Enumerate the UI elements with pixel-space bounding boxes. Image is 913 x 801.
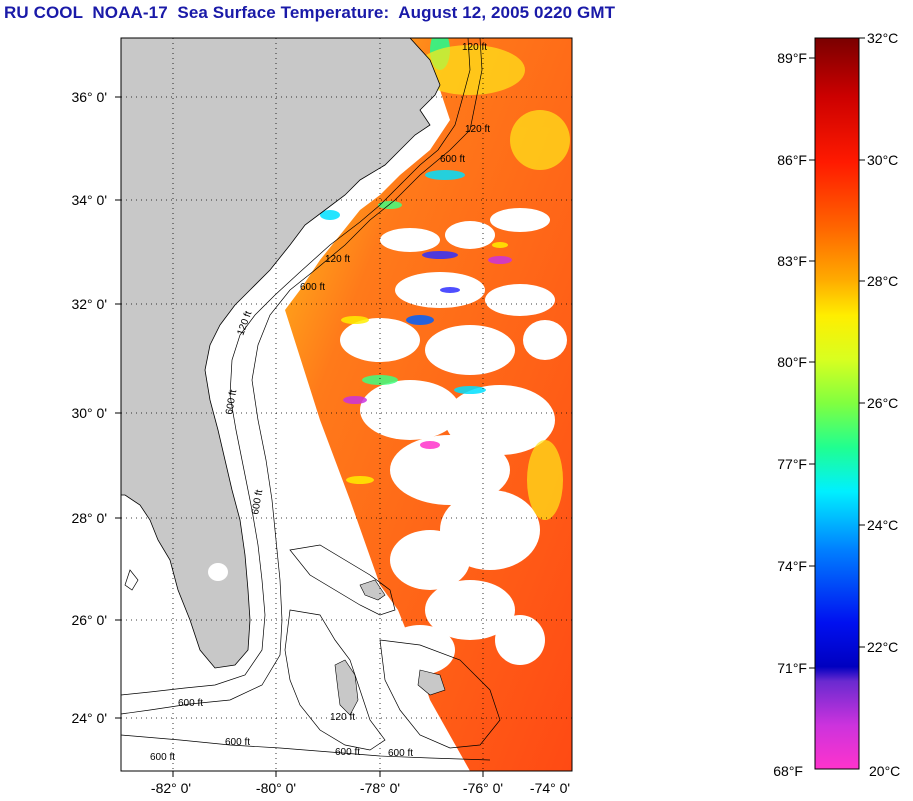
lat-label: 34° 0' bbox=[71, 192, 107, 208]
isobath-label: 600 ft bbox=[335, 747, 360, 758]
isobath-label: 600 ft bbox=[225, 737, 250, 748]
latitude-labels: 36° 0' 34° 0' 32° 0' 30° 0' 28° 0' 26° 0… bbox=[71, 89, 107, 726]
cb-f-label: 68°F bbox=[773, 763, 803, 779]
isobath-contours bbox=[121, 38, 501, 761]
lat-label: 28° 0' bbox=[71, 510, 107, 526]
lat-label: 30° 0' bbox=[71, 405, 107, 421]
isobath-label: 600 ft bbox=[150, 752, 175, 763]
bahamas-islands bbox=[334, 579, 446, 716]
cb-f-label: 86°F bbox=[777, 152, 807, 168]
isobath-label: 600 ft bbox=[250, 489, 265, 516]
lat-label: 26° 0' bbox=[71, 612, 107, 628]
cb-c-label: 28°C bbox=[867, 273, 898, 289]
isobath-label: 120 ft bbox=[465, 124, 490, 135]
cloud-patches bbox=[340, 208, 567, 675]
isobath-label: 600 ft bbox=[440, 154, 465, 165]
lake-okeechobee bbox=[208, 563, 228, 581]
lon-label: -76° 0' bbox=[463, 780, 503, 796]
map-plot-area: 120 ft 600 ft 120 ft 600 ft 120 ft 600 f… bbox=[121, 38, 572, 771]
cb-f-label: 89°F bbox=[777, 50, 807, 66]
graticule bbox=[121, 38, 572, 771]
map-title: RU COOL NOAA-17 Sea Surface Temperature:… bbox=[4, 3, 616, 22]
cb-f-label: 83°F bbox=[777, 253, 807, 269]
cb-c-label: 32°C bbox=[867, 30, 898, 46]
isobath-label: 600 ft bbox=[388, 748, 413, 759]
isobath-label: 120 ft bbox=[462, 42, 487, 53]
lon-label: -78° 0' bbox=[360, 780, 400, 796]
isobath-label: 120 ft bbox=[330, 712, 355, 723]
cb-c-label: 26°C bbox=[867, 395, 898, 411]
colorbar-celsius-labels: 32°C 30°C 28°C 26°C 24°C 22°C 20°C bbox=[867, 30, 900, 779]
isobath-label: 600 ft bbox=[300, 282, 325, 293]
lat-label: 32° 0' bbox=[71, 296, 107, 312]
lat-label: 24° 0' bbox=[71, 710, 107, 726]
cb-c-label: 24°C bbox=[867, 517, 898, 533]
cb-f-label: 74°F bbox=[777, 558, 807, 574]
isobath-label: 120 ft bbox=[325, 254, 350, 265]
colorbar-ticks bbox=[809, 37, 865, 669]
lon-label: -80° 0' bbox=[256, 780, 296, 796]
cb-c-label: 22°C bbox=[867, 639, 898, 655]
isobath-label: 600 ft bbox=[178, 698, 203, 709]
isobath-label: 600 ft bbox=[224, 389, 239, 416]
lon-label: -82° 0' bbox=[151, 780, 191, 796]
isobath-labels: 120 ft 600 ft 120 ft 600 ft 120 ft 600 f… bbox=[150, 42, 490, 763]
land-us-southeast bbox=[121, 38, 441, 669]
longitude-labels: -82° 0' -80° 0' -78° 0' -76° 0' -74° 0' bbox=[151, 780, 570, 796]
colorbar bbox=[814, 37, 860, 770]
colorbar-fahrenheit-labels: 89°F 86°F 83°F 80°F 77°F 74°F 71°F 68°F bbox=[773, 50, 807, 779]
axis-ticks bbox=[115, 96, 484, 777]
cb-c-label: 20°C bbox=[869, 763, 900, 779]
cb-f-label: 80°F bbox=[777, 354, 807, 370]
lon-label: -74° 0' bbox=[530, 780, 570, 796]
lat-label: 36° 0' bbox=[71, 89, 107, 105]
cb-f-label: 71°F bbox=[777, 660, 807, 676]
cb-c-label: 30°C bbox=[867, 152, 898, 168]
map-frame bbox=[120, 37, 573, 772]
cb-f-label: 77°F bbox=[777, 456, 807, 472]
